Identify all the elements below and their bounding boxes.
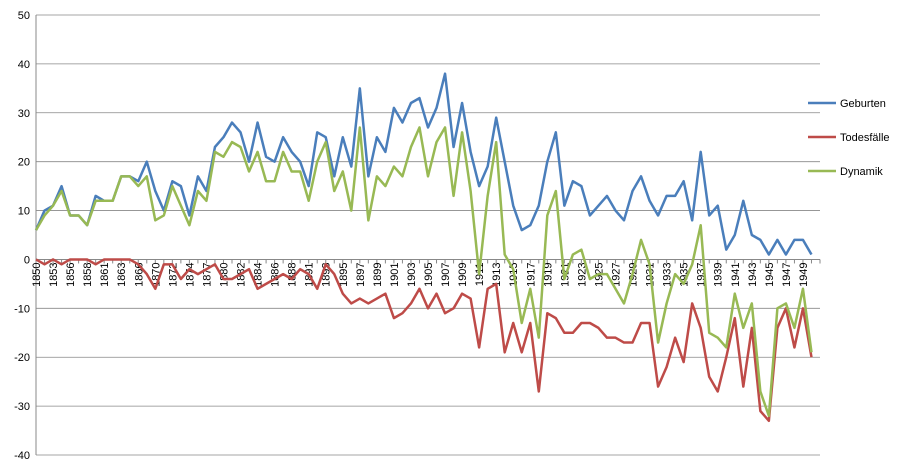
x-tick-label: 1903 <box>406 262 418 286</box>
x-tick-label: 1899 <box>372 262 384 286</box>
x-tick-label: 1888 <box>287 262 299 286</box>
y-tick-label: 50 <box>18 10 30 22</box>
y-tick-label: 0 <box>24 254 30 266</box>
x-tick-label: 1945 <box>764 262 776 286</box>
x-tick-label: 1863 <box>116 262 128 286</box>
x-tick-label: 1850 <box>31 262 43 286</box>
legend-label: Dynamik <box>840 166 883 178</box>
y-tick-label: -30 <box>14 401 30 413</box>
x-tick-label: 1872 <box>167 262 179 286</box>
y-tick-label: 40 <box>18 59 30 71</box>
x-tick-label: 1947 <box>781 262 793 286</box>
legend-label: Geburten <box>840 98 886 110</box>
y-tick-label: 20 <box>18 157 30 169</box>
x-tick-label: 1949 <box>798 262 810 286</box>
x-tick-label: 1943 <box>747 262 759 286</box>
x-tick-label: 1880 <box>218 262 230 286</box>
y-tick-label: 30 <box>18 108 30 120</box>
x-tick-label: 1917 <box>525 262 537 286</box>
x-tick-label: 1913 <box>491 262 503 286</box>
y-tick-label: -20 <box>14 352 30 364</box>
x-tick-label: 1905 <box>423 262 435 286</box>
x-tick-label: 1853 <box>48 262 60 286</box>
series-line <box>34 126 813 418</box>
x-tick-label: 1861 <box>99 262 111 286</box>
x-tick-label: 1939 <box>713 262 725 286</box>
x-tick-label: 1897 <box>355 262 367 286</box>
y-tick-label: 10 <box>18 206 30 218</box>
x-tick-label: 1895 <box>338 262 350 286</box>
y-tick-label: -10 <box>14 303 30 315</box>
x-tick-label: 1856 <box>65 262 77 286</box>
x-tick-label: 1923 <box>576 262 588 286</box>
x-tick-label: 1927 <box>610 262 622 286</box>
x-tick-label: 1874 <box>184 262 196 286</box>
x-tick-label: 1884 <box>253 262 265 286</box>
x-tick-label: 1901 <box>389 262 401 286</box>
x-tick-label: 1941 <box>730 262 742 286</box>
x-tick-label: 1919 <box>542 262 554 286</box>
x-tick-label: 1909 <box>457 262 469 286</box>
x-tick-label: 1858 <box>82 262 94 286</box>
x-tick-label: 1907 <box>440 262 452 286</box>
x-tick-label: 1933 <box>662 262 674 286</box>
series-line <box>35 258 813 423</box>
y-tick-label: -40 <box>14 450 30 462</box>
x-tick-label: 1877 <box>201 262 213 286</box>
series-line <box>34 72 813 256</box>
legend-label: Todesfälle <box>840 132 890 144</box>
